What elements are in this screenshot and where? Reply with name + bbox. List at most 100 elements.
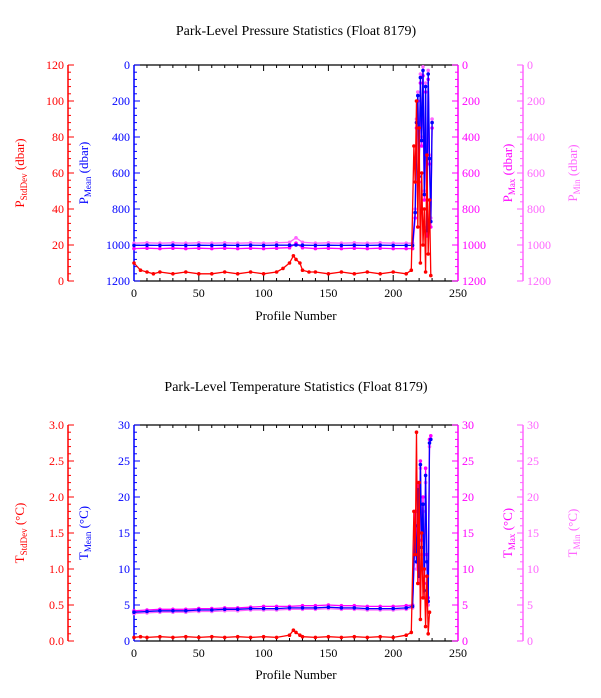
pressure-stddev-point (423, 270, 428, 274)
pressure-max-point (391, 246, 396, 251)
pressure-stddev-point (281, 266, 285, 271)
temperature-stddev-point (418, 617, 423, 622)
pressure-mean-tick-label: 1000 (106, 238, 130, 252)
pressure-max-point (419, 144, 424, 148)
temperature-mean-point (378, 606, 383, 611)
temperature-mean-point (158, 609, 162, 613)
temperature-stddev-point (421, 596, 425, 600)
pressure-stddev-point (274, 270, 279, 274)
temperature-mean-point (235, 607, 240, 612)
pressure-stddev-point (404, 272, 409, 276)
pressure-mean-point (294, 243, 298, 247)
temperature-stddev-point (291, 628, 296, 632)
temperature-stddev-point (197, 635, 201, 640)
temperature-x-tick-label: 0 (131, 646, 137, 660)
pressure-min-point (426, 68, 431, 73)
pressure-mean-point (184, 243, 188, 248)
pressure-mean-point (365, 243, 370, 248)
pressure-x-tick-label: 50 (193, 286, 205, 300)
pressure-stddev-point (222, 270, 227, 274)
temperature-mean-point (339, 606, 344, 610)
pressure-max-point (352, 246, 357, 250)
pressure-stddev-point (261, 272, 266, 276)
temperature-stddev-tick-label: 1.0 (49, 562, 64, 576)
temperature-stddev-point (404, 633, 409, 637)
temperature-stddev-point (158, 634, 162, 639)
pressure-mean-tick-label: 400 (112, 130, 130, 144)
temperature-stddev-point (326, 634, 331, 639)
pressure-max-point (422, 198, 427, 202)
temperature-mean-point (365, 606, 370, 611)
pressure-stddev-point (235, 272, 240, 276)
pressure-x-axis-label: Profile Number (255, 308, 337, 323)
pressure-mean-series-line (133, 70, 433, 247)
temperature-mean-tick-label: 20 (118, 490, 130, 504)
pressure-mean-point (235, 243, 240, 248)
pressure-mean-point (171, 243, 175, 247)
pressure-stddev-point (426, 252, 431, 256)
temperature-mean-tick-label: 10 (118, 562, 130, 576)
pressure-min-tick-label: 200 (527, 94, 545, 108)
pressure-stddev-point (352, 272, 357, 276)
pressure-stddev-tick-label: 100 (46, 94, 64, 108)
temperature-stddev-point (298, 633, 302, 637)
pressure-stddev-point (326, 272, 331, 276)
pressure-stddev-tick-label: 0 (58, 274, 64, 288)
pressure-mean-point (287, 243, 292, 247)
pressure-stddev-point (422, 207, 427, 211)
pressure-mean-point (158, 243, 162, 248)
pressure-mean-point (222, 243, 227, 247)
pressure-stddev-point (413, 180, 418, 184)
pressure-mean-point (261, 243, 266, 248)
pressure-min-point (294, 236, 298, 240)
temperature-max-series-line (133, 435, 432, 612)
temperature-stddev-point (222, 635, 227, 640)
temperature-max-tick-label: 0 (462, 634, 468, 648)
pressure-stddev-point (291, 254, 296, 258)
pressure-min-tick-label: 800 (527, 202, 545, 216)
temperature-max-axis-label: TMax (°C) (500, 508, 517, 558)
pressure-max-point (300, 245, 305, 250)
pressure-max-tick-label: 1200 (462, 274, 486, 288)
pressure-max-point (235, 246, 240, 251)
temperature-max-tick-label: 10 (462, 562, 474, 576)
pressure-max-point (171, 246, 175, 250)
pressure-mean-point (419, 138, 424, 143)
pressure-mean-point (427, 156, 432, 161)
pressure-stddev-point (417, 126, 421, 130)
temperature-stddev-point (294, 630, 298, 635)
temperature-stddev-point (391, 635, 396, 640)
temperature-stddev-point (419, 531, 424, 535)
temperature-stddev-point (378, 634, 383, 639)
pressure-max-point (287, 245, 292, 250)
pressure-min-point (418, 72, 423, 76)
temperature-mean-point (145, 609, 149, 614)
temperature-mean-point (404, 606, 409, 610)
temperature-stddev-point (365, 635, 370, 640)
pressure-max-point (365, 246, 370, 251)
pressure-mean-point (426, 72, 431, 76)
temperature-stddev-tick-label: 3.0 (49, 418, 64, 432)
pressure-max-point (222, 246, 227, 250)
temperature-max-tick-label: 30 (462, 418, 474, 432)
pressure-stddev-point (378, 272, 383, 276)
pressure-stddev-series-line (133, 100, 432, 276)
pressure-mean-point (416, 93, 420, 98)
pressure-min-tick-label: 400 (527, 130, 545, 144)
temperature-min-tick-label: 5 (527, 598, 533, 612)
pressure-mean-point (339, 243, 344, 248)
temperature-mean-point (287, 606, 292, 610)
pressure-max-point (378, 246, 383, 250)
temperature-mean-point (326, 605, 331, 609)
pressure-mean-point (423, 84, 428, 89)
temperature-mean-point (261, 606, 266, 611)
temperature-stddev-tick-label: 2.5 (49, 454, 64, 468)
pressure-stddev-point (158, 270, 162, 274)
temperature-panel: Park-Level Temperature Statistics (Float… (12, 380, 582, 682)
pressure-stddev-tick-label: 120 (46, 58, 64, 72)
pressure-stddev-point (287, 261, 292, 265)
temperature-max-point (418, 459, 423, 463)
temperature-min-tick-label: 15 (527, 526, 539, 540)
temperature-mean-point (421, 502, 425, 507)
